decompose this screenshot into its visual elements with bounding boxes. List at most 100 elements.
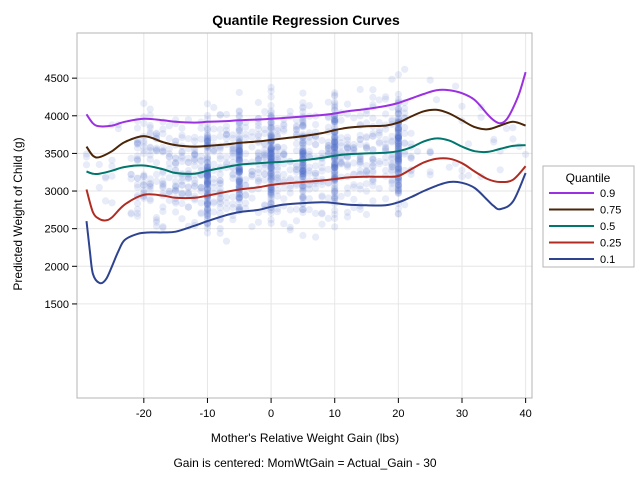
data-point (343, 213, 352, 221)
data-point (331, 143, 339, 151)
data-point (172, 184, 180, 192)
data-point (267, 176, 275, 184)
data-point (235, 193, 243, 202)
data-point (191, 182, 199, 191)
legend-label-0.75: 0.75 (600, 205, 621, 217)
data-point (178, 134, 186, 142)
data-point (292, 126, 301, 134)
data-point (394, 205, 402, 213)
data-point (178, 147, 186, 156)
data-point (235, 168, 243, 176)
data-point (464, 171, 472, 180)
data-point (299, 147, 307, 155)
data-point (102, 174, 110, 182)
data-point (312, 121, 320, 129)
data-point (394, 165, 402, 173)
data-point (191, 137, 199, 145)
data-point (337, 142, 345, 150)
data-point (299, 122, 307, 130)
data-point (203, 185, 212, 193)
data-point (331, 144, 339, 152)
data-point (146, 179, 154, 187)
data-point (184, 190, 192, 198)
quantile-curve-0.5 (86, 137, 526, 176)
data-point (356, 135, 364, 144)
data-point (229, 158, 237, 166)
data-point (331, 184, 339, 192)
data-point (413, 147, 422, 155)
data-point (369, 182, 377, 190)
data-point (331, 118, 339, 126)
data-point (267, 112, 275, 120)
data-point (191, 155, 199, 163)
data-point (267, 152, 275, 160)
quantile-curve-0.75 (85, 108, 526, 159)
data-point (299, 149, 307, 157)
data-point (394, 137, 402, 145)
data-point (331, 194, 339, 202)
data-point (197, 124, 205, 132)
data-point (356, 156, 364, 164)
data-point (210, 146, 218, 154)
data-point (172, 182, 180, 191)
data-point (261, 151, 269, 159)
data-point (331, 155, 339, 164)
data-point (401, 104, 409, 113)
data-point (426, 76, 434, 84)
data-point (203, 200, 212, 208)
data-point (273, 127, 282, 135)
data-point (426, 147, 434, 155)
data-point (254, 169, 262, 177)
data-point (394, 106, 402, 114)
data-point (426, 171, 434, 179)
data-point (394, 134, 402, 142)
data-point (362, 162, 371, 170)
data-point (331, 164, 339, 172)
data-point (203, 205, 212, 214)
data-point (362, 144, 371, 152)
data-point (394, 164, 402, 172)
data-point (159, 146, 167, 155)
y-tick-label: 2500 (45, 224, 69, 236)
data-point (331, 192, 339, 200)
data-point (261, 153, 269, 161)
data-point (312, 171, 320, 180)
data-point (235, 156, 243, 164)
data-point (331, 118, 339, 126)
data-point (235, 165, 243, 173)
data-point (210, 199, 218, 207)
data-point (375, 160, 383, 168)
data-point (375, 131, 383, 139)
data-point (356, 205, 364, 213)
data-point (299, 141, 307, 149)
data-point (235, 176, 243, 184)
data-point (159, 130, 167, 138)
data-point (331, 160, 339, 169)
data-point (203, 185, 212, 193)
data-point (299, 144, 307, 152)
data-point (331, 159, 339, 167)
data-point (140, 149, 148, 157)
data-point (146, 182, 154, 190)
data-point (235, 167, 243, 175)
data-point (369, 167, 377, 175)
data-point (203, 170, 212, 179)
data-point (267, 195, 275, 203)
data-point (299, 170, 307, 178)
data-point (184, 203, 192, 211)
data-point (235, 143, 243, 151)
data-point (350, 170, 358, 178)
data-point (394, 140, 402, 148)
data-point (203, 171, 212, 179)
data-point (267, 166, 275, 174)
data-point (159, 224, 167, 232)
data-point (267, 164, 275, 172)
data-point (235, 182, 243, 190)
data-point (267, 153, 275, 161)
data-point (331, 187, 339, 195)
data-point (159, 125, 167, 133)
data-point (331, 117, 339, 126)
data-point (172, 178, 180, 186)
data-point (356, 158, 364, 166)
data-point (490, 138, 498, 146)
